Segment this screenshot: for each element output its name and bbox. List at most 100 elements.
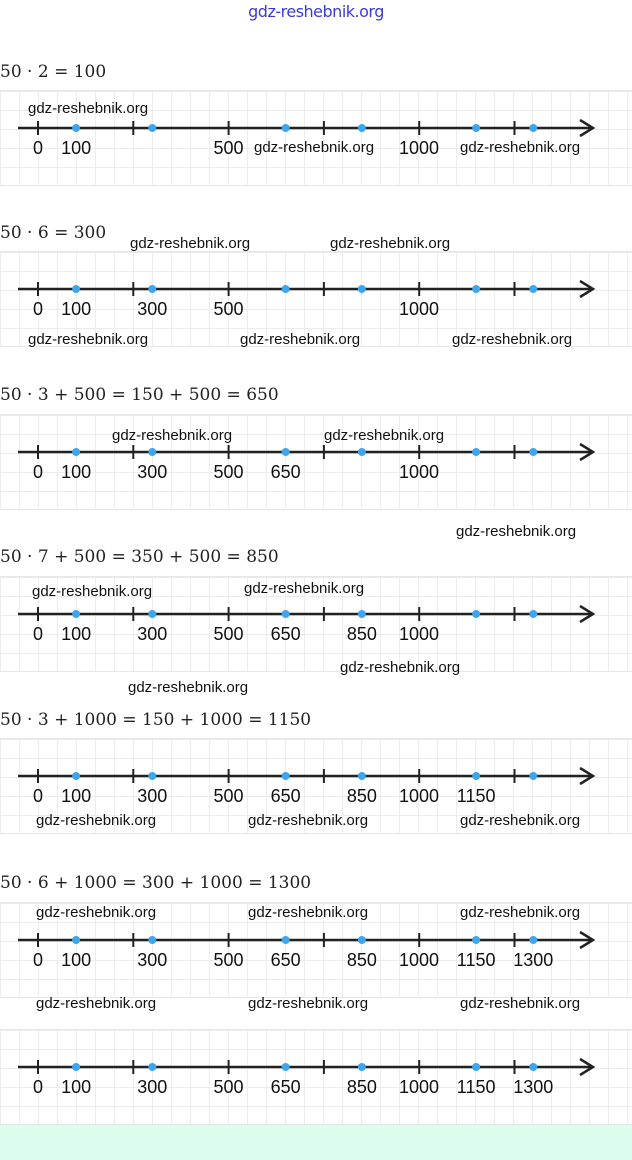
number-line: 0 100 300 500 650 850 1000 1150 1300 [18, 1057, 596, 1097]
point-marker [281, 610, 290, 618]
watermark: gdz-reshebnik.org [36, 995, 157, 1012]
tick-label: 100 [61, 1077, 91, 1097]
tick-label: 500 [213, 786, 243, 806]
point-marker [148, 124, 157, 132]
tick-label: 0 [33, 462, 43, 482]
watermark: gdz-reshebnik.org [244, 580, 365, 597]
equation: 50 · 3 + 500 = 150 + 500 = 650 [0, 385, 279, 405]
grid-background [0, 902, 632, 998]
tick-label: 1150 [457, 786, 496, 806]
point-marker [148, 448, 157, 456]
watermark: gdz-reshebnik.org [452, 331, 573, 348]
point-marker [72, 936, 81, 944]
point-marker [357, 772, 366, 780]
watermark: gdz-reshebnik.org [456, 523, 577, 540]
tick-label: 0 [33, 299, 43, 319]
point-marker [357, 285, 366, 293]
tick-label: 500 [213, 624, 243, 644]
point-marker [148, 610, 157, 618]
point-marker [281, 285, 290, 293]
tick-label: 100 [61, 462, 91, 482]
point-marker [281, 124, 290, 132]
tick-label: 100 [61, 624, 91, 644]
point-marker [281, 772, 290, 780]
equation: 50 · 7 + 500 = 350 + 500 = 850 [0, 547, 279, 567]
point-marker [529, 124, 538, 132]
watermark: gdz-reshebnik.org [460, 904, 581, 921]
tick-label: 850 [347, 786, 377, 806]
equation: 50 · 3 + 1000 = 150 + 1000 = 1150 [0, 710, 312, 730]
number-line: 0 100 500 1000 [18, 118, 596, 158]
watermark: gdz-reshebnik.org [36, 812, 157, 829]
tick-label: 650 [271, 1077, 301, 1097]
tick-label: 300 [137, 950, 167, 970]
tick-label: 1300 [513, 1077, 553, 1097]
point-marker [357, 124, 366, 132]
point-marker [72, 772, 81, 780]
watermark: gdz-reshebnik.org [128, 679, 249, 696]
watermark: gdz-reshebnik.org [330, 235, 451, 252]
tick-label: 1000 [399, 299, 439, 319]
arrow-icon [579, 279, 596, 299]
point-marker [472, 610, 481, 618]
point-marker [529, 772, 538, 780]
tick-label: 500 [213, 462, 243, 482]
point-marker [529, 285, 538, 293]
point-marker [529, 936, 538, 944]
tick-label: 1150 [457, 1077, 496, 1097]
watermark: gdz-reshebnik.org [254, 139, 375, 156]
grid-background [0, 251, 632, 347]
watermark: gdz-reshebnik.org [248, 995, 369, 1012]
point-marker [72, 1063, 81, 1071]
point-marker [148, 772, 157, 780]
watermark: gdz-reshebnik.org [460, 995, 581, 1012]
grid-background [0, 414, 632, 510]
tick-label: 0 [33, 624, 43, 644]
tick-label: 300 [137, 1077, 167, 1097]
watermark: gdz-reshebnik.org [248, 812, 369, 829]
tick-label: 1000 [399, 786, 439, 806]
tick-label: 650 [271, 624, 301, 644]
tick-label: 100 [61, 786, 91, 806]
tick-label: 500 [213, 138, 243, 158]
point-marker [72, 285, 81, 293]
watermark: gdz-reshebnik.org [460, 812, 581, 829]
watermark: gdz-reshebnik.org [112, 427, 233, 444]
tick-label: 650 [271, 462, 301, 482]
point-marker [472, 1063, 481, 1071]
tick-label: 1000 [399, 1077, 439, 1097]
point-marker [148, 936, 157, 944]
arrow-icon [579, 766, 596, 786]
tick-label: 1000 [399, 138, 439, 158]
point-marker [529, 1063, 538, 1071]
arrow-icon [579, 930, 596, 950]
point-marker [148, 285, 157, 293]
point-marker [529, 448, 538, 456]
tick-label: 100 [61, 950, 91, 970]
point-marker [472, 124, 481, 132]
point-marker [357, 1063, 366, 1071]
tick-label: 1300 [513, 950, 553, 970]
arrow-icon [579, 118, 596, 138]
site-watermark[interactable]: gdz-reshebnik.org [248, 2, 384, 21]
tick-label: 850 [347, 624, 377, 644]
point-marker [472, 285, 481, 293]
tick-label: 0 [33, 786, 43, 806]
number-line: 0 100 300 500 1000 [18, 279, 596, 319]
tick-label: 0 [33, 950, 43, 970]
point-marker [357, 610, 366, 618]
tick-label: 0 [33, 1077, 43, 1097]
point-marker [72, 124, 81, 132]
footer-bar [0, 1125, 632, 1160]
equation: 50 · 2 = 100 [0, 62, 107, 82]
grid-background [0, 90, 632, 186]
number-line: 0 100 300 500 650 850 1000 1150 [18, 766, 596, 806]
tick-label: 1000 [399, 462, 439, 482]
watermark: gdz-reshebnik.org [36, 904, 157, 921]
watermark: gdz-reshebnik.org [240, 331, 361, 348]
point-marker [472, 448, 481, 456]
watermark: gdz-reshebnik.org [130, 235, 251, 252]
equation: 50 · 6 = 300 [0, 223, 107, 243]
point-marker [281, 448, 290, 456]
point-marker [357, 936, 366, 944]
